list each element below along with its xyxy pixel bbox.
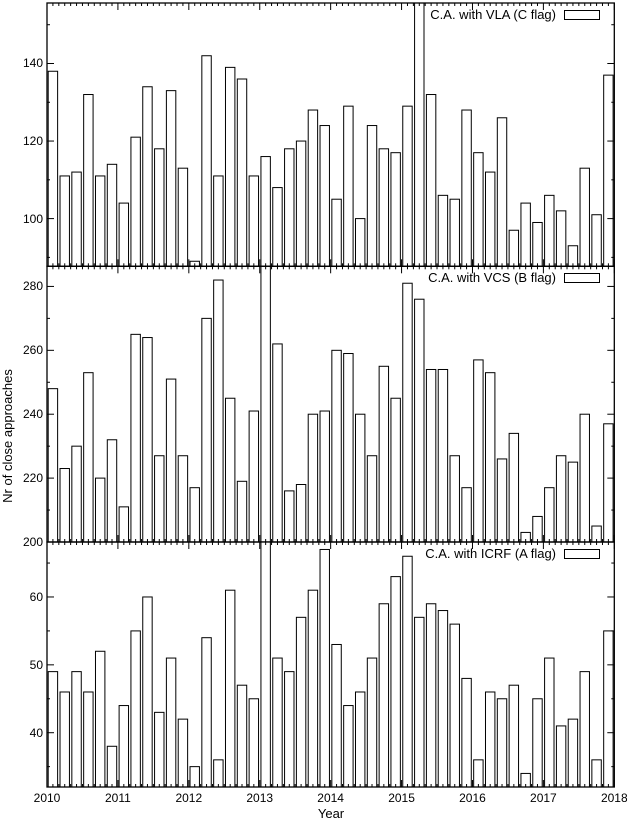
y-tick-label: 140 (22, 56, 43, 71)
x-tick-label: 2010 (33, 791, 61, 805)
x-tick-label: 2014 (317, 791, 344, 805)
x-tick-label: 2012 (175, 791, 203, 805)
y-tick-label: 60 (29, 589, 43, 604)
x-tick-label: 2013 (246, 791, 274, 805)
y-tick-label: 260 (22, 343, 43, 358)
legend-label-icrf: C.A. with ICRF (A flag) (425, 546, 556, 561)
x-tick-label: 2018 (600, 791, 627, 805)
y-tick-label: 200 (22, 535, 43, 549)
y-tick-label: 50 (29, 657, 43, 672)
x-tick-label: 2016 (459, 791, 486, 805)
y-axis-label: Nr of close approaches (0, 369, 15, 503)
legend-key-swatch-icrf (564, 549, 600, 559)
y-tick-label: 240 (22, 407, 43, 422)
x-axis-label: Year (317, 806, 345, 821)
y-tick-label: 40 (29, 725, 43, 740)
x-tick-label: 2017 (530, 791, 557, 805)
y-tick-label: 280 (22, 279, 43, 294)
x-tick-label: 2015 (388, 791, 415, 805)
legend-label-vla: C.A. with VLA (C flag) (430, 7, 556, 22)
legend-key-swatch-vcs (564, 273, 600, 283)
y-tick-label: 220 (22, 471, 43, 486)
x-tick-label: 2011 (105, 791, 131, 805)
legend-label-vcs: C.A. with VCS (B flag) (428, 270, 556, 285)
y-tick-label: 100 (22, 211, 43, 226)
y-tick-label: 120 (22, 134, 43, 149)
legend-key-swatch-vla (564, 10, 600, 20)
